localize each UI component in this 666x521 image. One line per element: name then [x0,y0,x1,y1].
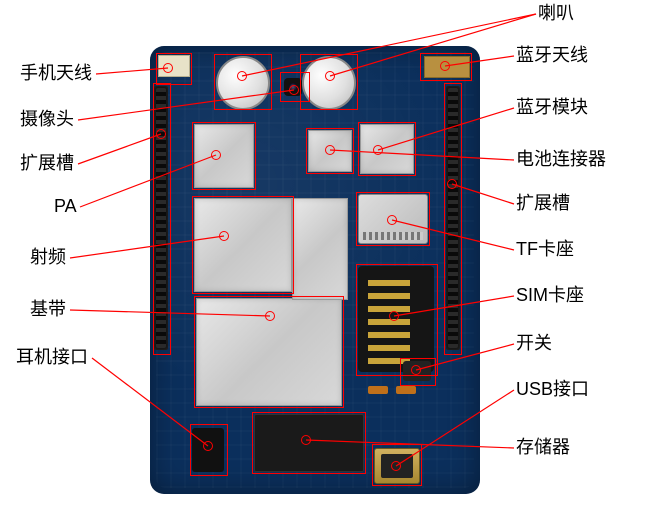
label-bt-antenna: 蓝牙天线 [516,46,588,66]
label-bt-module: 蓝牙模块 [516,98,588,118]
camera-module [284,78,302,96]
label-sim-socket: SIM卡座 [516,286,584,306]
rf-shield [194,198,292,292]
battery-connector [308,130,352,172]
speaker-right [302,56,356,110]
header-right [446,86,460,350]
label-earphone: 耳机接口 [16,348,88,368]
label-camera-label: 摄像头 [20,110,74,130]
tf-socket [358,194,428,244]
label-speaker: 喇叭 [538,4,574,24]
header-left [154,86,168,350]
power-switch [403,361,431,381]
label-storage: 存储器 [516,438,570,458]
label-pa: PA [54,197,77,217]
label-battery-conn: 电池连接器 [516,150,606,170]
cap-2 [396,386,416,394]
label-switch: 开关 [516,334,552,354]
baseband-shield [196,298,342,406]
label-exp-right: 扩展槽 [516,194,570,214]
label-tf-socket: TF卡座 [516,240,574,260]
sim-socket [358,266,434,372]
label-baseband: 基带 [30,300,66,320]
label-usb-port: USB接口 [516,380,589,400]
bt-antenna-pad [424,56,470,78]
label-phone-antenna: 手机天线 [20,64,92,84]
pa-shield [194,124,254,188]
label-exp-left: 扩展槽 [20,154,74,174]
speaker-left [216,56,270,110]
audio-jack [192,428,224,472]
phone-antenna-pad [158,55,190,77]
storage-chip [254,414,364,472]
bt-module [360,124,414,174]
stage: 手机天线摄像头扩展槽PA射频基带耳机接口喇叭蓝牙天线蓝牙模块电池连接器扩展槽TF… [0,0,666,521]
cap-1 [368,386,388,394]
baseband-step [292,198,348,300]
usb-connector [374,448,420,484]
label-rf: 射频 [30,248,66,268]
